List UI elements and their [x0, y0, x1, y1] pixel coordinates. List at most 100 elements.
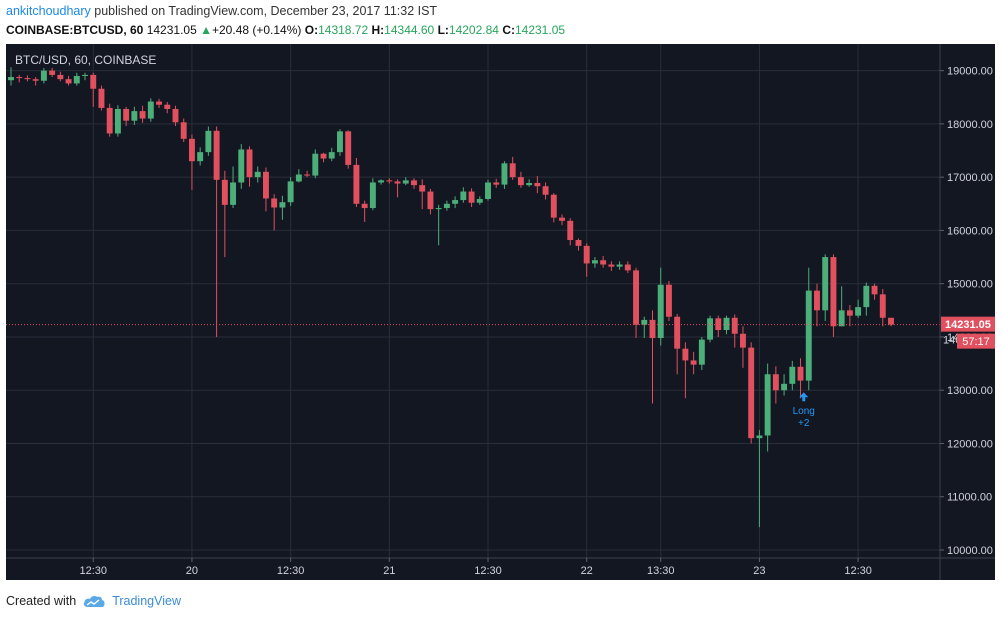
cloud-icon: [84, 595, 105, 607]
time-axis[interactable]: 12:30 20 12:30 21 12:30 22 13:30 23 12:30: [79, 558, 872, 577]
signal-quantity: +2: [798, 418, 810, 429]
candle-body: [559, 217, 565, 221]
candlestick-chart[interactable]: Long+2 10000.00 11000.00 12000.00 13000.00 1…: [6, 44, 995, 580]
candle-body: [723, 317, 730, 331]
candle-body: [698, 339, 705, 365]
candle-body: [641, 319, 648, 325]
candle-body: [756, 435, 763, 439]
candle-body: [624, 264, 631, 271]
candle-body: [369, 182, 376, 209]
candle-body: [57, 74, 64, 80]
price-axis[interactable]: 10000.0011000.0012000.0013000.0014000.00…: [940, 66, 995, 557]
author-link[interactable]: ankitchoudhary: [6, 4, 91, 18]
candle-body: [337, 131, 343, 153]
high-label: H:: [371, 23, 385, 37]
tradingview-brand: TradingView: [112, 594, 181, 608]
candle-body: [748, 347, 755, 439]
candle-body: [583, 245, 590, 264]
time-tick-label: 12:30: [474, 565, 502, 577]
published-text: published on TradingView.com, December 2…: [94, 4, 438, 18]
candle-body: [657, 284, 664, 339]
time-tick-label: 20: [186, 565, 198, 577]
candle-body: [197, 152, 204, 162]
candle-body: [534, 183, 541, 187]
last-price-badge: [941, 316, 995, 332]
candle-body: [863, 285, 870, 308]
candle-body: [830, 257, 837, 327]
candles-layer: [8, 67, 894, 528]
chart-area[interactable]: Long +2 10000.00 11000.00 12000.00 13000.00 1…: [6, 44, 995, 580]
candle-body: [254, 171, 261, 178]
candle-body: [517, 177, 524, 186]
high-value: 14344.60: [384, 23, 435, 37]
time-tick-label: 13:30: [647, 565, 675, 577]
last-price: 14231.05: [146, 23, 197, 37]
candle-body: [213, 130, 220, 180]
candle-body: [139, 111, 146, 119]
candle-body: [230, 182, 237, 205]
candle-body: [468, 191, 475, 203]
grid-lines: [6, 44, 940, 558]
price-tick-label: 17000.00: [947, 172, 993, 184]
candle-body: [715, 318, 722, 331]
price-tick-label: 16000.00: [947, 225, 993, 237]
time-tick-label: 12:30: [277, 565, 305, 577]
symbol-label: COINBASE:BTCUSD, 60: [6, 23, 144, 37]
candle-body: [180, 122, 187, 139]
candle-body: [32, 79, 39, 81]
candle-body: [682, 348, 689, 361]
candle-body: [353, 164, 360, 204]
candle-body: [378, 180, 385, 183]
candle-body: [419, 185, 426, 192]
price-tick-label: 19000.00: [947, 66, 993, 78]
candle-body: [485, 182, 491, 199]
candle-body: [386, 180, 393, 182]
candle-body: [205, 130, 212, 153]
publish-line: ankitchoudhary published on TradingView.…: [6, 2, 996, 21]
candle-body: [567, 220, 574, 241]
candle-body: [65, 79, 72, 84]
candle-body: [394, 181, 401, 184]
candle-body: [550, 194, 557, 218]
candle-body: [82, 74, 88, 76]
candle-body: [616, 264, 623, 267]
candle-body: [345, 131, 352, 165]
low-value: 14202.84: [448, 23, 499, 37]
last-price-badge-label: 14231.05: [945, 319, 991, 331]
candle-body: [90, 74, 97, 89]
time-tick-label: 22: [581, 565, 593, 577]
candle-body: [49, 70, 56, 75]
candle-body: [172, 108, 179, 123]
candle-body: [16, 77, 23, 79]
candle-body: [690, 360, 697, 365]
candle-body: [188, 138, 195, 162]
candle-body: [361, 203, 368, 209]
candle-body: [855, 307, 862, 316]
candle-body: [509, 163, 516, 178]
close-label: C:: [502, 23, 515, 37]
candle-body: [452, 200, 459, 204]
candle-body: [411, 180, 417, 186]
tradingview-link[interactable]: TradingView: [82, 594, 181, 608]
candle-body: [731, 317, 738, 334]
candle-body: [781, 383, 788, 391]
open-label: O:: [304, 23, 319, 37]
candle-body: [156, 101, 162, 105]
candle-body: [772, 374, 779, 391]
candle-body: [493, 182, 500, 185]
long-signal-arrow-icon: [799, 392, 809, 402]
candle-body: [40, 70, 47, 81]
signal-label: Long: [793, 406, 815, 417]
candle-body: [131, 111, 138, 121]
candle-body: [575, 240, 582, 246]
change-arrow-icon: ▲: [200, 23, 212, 37]
candle-body: [600, 260, 607, 265]
candle-body: [123, 108, 130, 121]
candle-body: [649, 319, 656, 339]
candle-body: [822, 257, 829, 311]
candle-body: [814, 290, 820, 311]
open-value: 14318.72: [318, 23, 369, 37]
candle-body: [287, 181, 294, 203]
candle-body: [797, 366, 804, 381]
candle-body: [707, 318, 714, 340]
